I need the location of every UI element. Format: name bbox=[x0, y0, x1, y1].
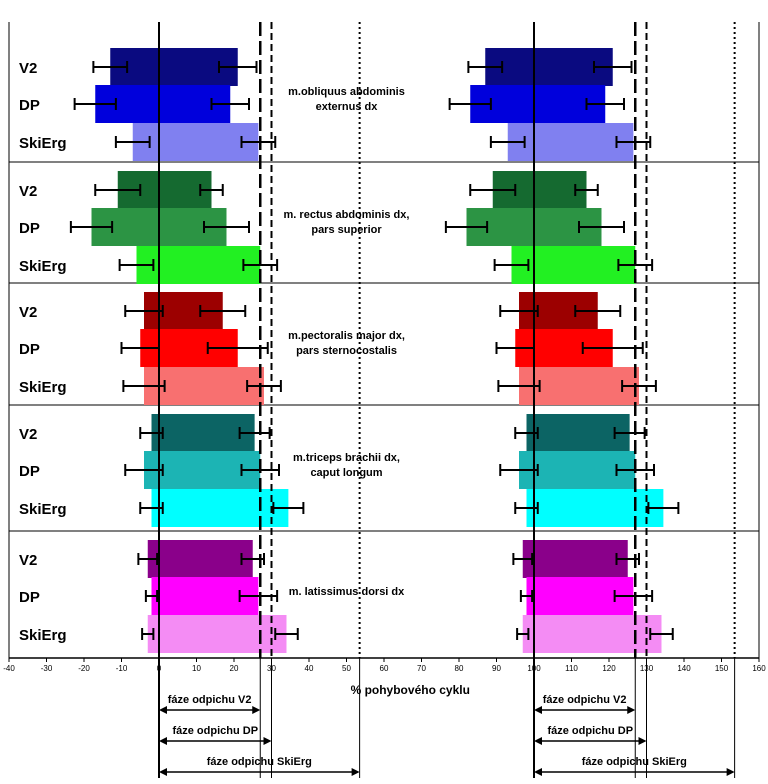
technique-label: SkiErg bbox=[19, 258, 67, 275]
muscle-label: m.triceps brachii dx, bbox=[293, 452, 400, 464]
technique-label: SkiErg bbox=[19, 135, 67, 152]
phase-arrow-head bbox=[638, 737, 647, 745]
x-tick-label: 130 bbox=[640, 664, 654, 673]
muscle-label: m. rectus abdominis dx, bbox=[284, 209, 410, 221]
bar-v2-muscle-4 bbox=[526, 414, 630, 452]
x-tick-label: 60 bbox=[380, 664, 389, 673]
muscle-label-line2: externus dx bbox=[316, 101, 379, 113]
x-tick-label: 140 bbox=[677, 664, 691, 673]
bar-skierg-muscle-2 bbox=[136, 246, 261, 284]
bar-v2-muscle-1 bbox=[485, 48, 613, 86]
muscle-label: m. latissimus dorsi dx bbox=[289, 586, 405, 598]
x-tick-label: 160 bbox=[752, 664, 766, 673]
bar-skierg-muscle-4 bbox=[151, 489, 289, 527]
muscle-label-line2: caput longum bbox=[310, 467, 382, 479]
phase-label: fáze odpichu SkiErg bbox=[582, 756, 687, 768]
technique-label: DP bbox=[19, 97, 40, 114]
bar-skierg-muscle-2 bbox=[511, 246, 636, 284]
muscle-label-line2: pars sternocostalis bbox=[296, 345, 397, 357]
x-tick-label: 80 bbox=[455, 664, 464, 673]
bar-v2-muscle-4 bbox=[151, 414, 255, 452]
bar-skierg-muscle-4 bbox=[526, 489, 664, 527]
x-tick-label: 150 bbox=[715, 664, 729, 673]
muscle-label: m.obliquus abdominis bbox=[288, 86, 405, 98]
x-tick-label: -40 bbox=[3, 664, 15, 673]
x-tick-label: 10 bbox=[192, 664, 201, 673]
bar-skierg-muscle-5 bbox=[147, 615, 287, 653]
phase-arrow-head bbox=[159, 768, 167, 776]
bar-v2-muscle-1 bbox=[110, 48, 238, 86]
technique-label: V2 bbox=[19, 183, 37, 200]
phase-label: fáze odpichu V2 bbox=[543, 694, 627, 706]
phase-arrow-head bbox=[263, 737, 272, 745]
technique-label: SkiErg bbox=[19, 501, 67, 518]
technique-label: V2 bbox=[19, 304, 37, 321]
bar-dp-muscle-1 bbox=[95, 85, 231, 123]
labels-layer: V2 DP SkiErg m.obliquus abdominis externus d… bbox=[19, 60, 409, 644]
phase-label: fáze odpichu DP bbox=[172, 725, 258, 737]
technique-label: V2 bbox=[19, 426, 37, 443]
x-tick-label: -10 bbox=[116, 664, 128, 673]
x-tick-label: 50 bbox=[342, 664, 351, 673]
bar-dp-muscle-1 bbox=[470, 85, 606, 123]
x-tick-label: 20 bbox=[230, 664, 239, 673]
phase-label: fáze odpichu SkiErg bbox=[207, 756, 312, 768]
technique-label: DP bbox=[19, 220, 40, 237]
phase-label: fáze odpichu DP bbox=[547, 725, 633, 737]
phase-arrow-head bbox=[627, 706, 636, 714]
technique-label: V2 bbox=[19, 60, 37, 77]
bar-skierg-muscle-1 bbox=[132, 123, 259, 161]
phase-arrow-head bbox=[351, 768, 360, 776]
phase-label: fáze odpichu V2 bbox=[168, 694, 252, 706]
phase-arrow-head bbox=[534, 768, 542, 776]
bar-v2-muscle-5 bbox=[147, 540, 253, 578]
x-axis-title: % pohybového cyklu bbox=[351, 683, 470, 697]
x-tick-label: 110 bbox=[565, 664, 578, 673]
technique-label: DP bbox=[19, 341, 40, 358]
phase-arrow-head bbox=[726, 768, 735, 776]
technique-label: V2 bbox=[19, 552, 37, 569]
phase-arrow-head bbox=[252, 706, 261, 714]
grid-layer bbox=[8, 22, 760, 658]
x-tick-label: 40 bbox=[305, 664, 314, 673]
x-tick-label: 70 bbox=[417, 664, 426, 673]
reference-lines-layer bbox=[158, 22, 736, 778]
x-axis: -40 -30 -20 -10 0 10 20 30 40 50 60 70 80 90 100 110 120… bbox=[3, 657, 766, 697]
muscle-label: m.pectoralis major dx, bbox=[288, 330, 405, 342]
phase-arrow-head bbox=[159, 706, 167, 714]
phase-arrow-head bbox=[159, 737, 167, 745]
phase-legend: fáze odpichu V2 fáze odpichu V2 fáze odpic… bbox=[159, 694, 735, 776]
x-tick-label: 30 bbox=[267, 664, 276, 673]
muscle-label-line2: pars superior bbox=[311, 224, 382, 236]
phase-arrow-head bbox=[534, 737, 542, 745]
bar-skierg-muscle-1 bbox=[507, 123, 634, 161]
x-tick-label: -30 bbox=[41, 664, 53, 673]
bar-v2-muscle-5 bbox=[522, 540, 628, 578]
technique-label: DP bbox=[19, 589, 40, 606]
technique-label: SkiErg bbox=[19, 379, 67, 396]
x-tick-label: -20 bbox=[78, 664, 90, 673]
technique-label: DP bbox=[19, 463, 40, 480]
x-tick-label: 100 bbox=[527, 664, 541, 673]
x-tick-label: 0 bbox=[157, 664, 162, 673]
phase-arrow-head bbox=[534, 706, 542, 714]
x-tick-label: 90 bbox=[492, 664, 501, 673]
x-tick-label: 120 bbox=[602, 664, 616, 673]
technique-label: SkiErg bbox=[19, 627, 67, 644]
bar-skierg-muscle-5 bbox=[522, 615, 662, 653]
